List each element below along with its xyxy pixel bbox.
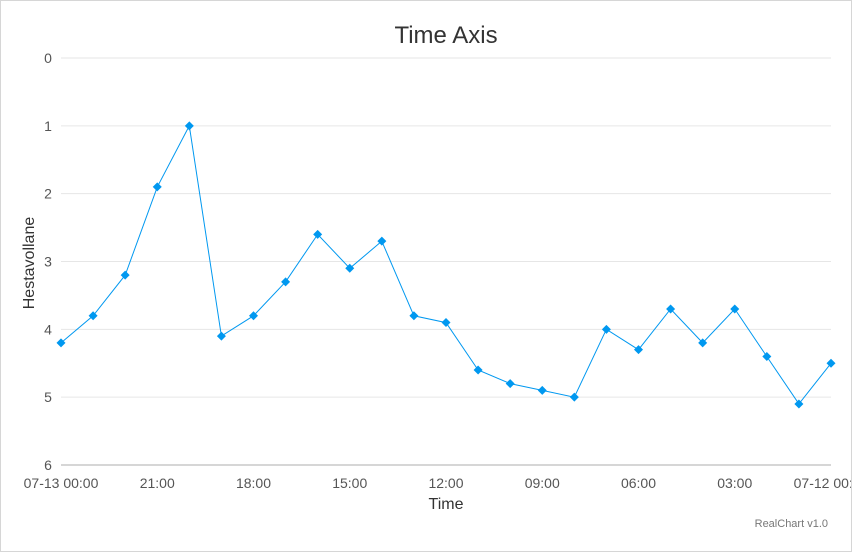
credit-label: RealChart v1.0 — [755, 518, 828, 530]
x-tick-label: 07-12 00:00 — [794, 475, 851, 491]
y-tick-label: 5 — [44, 389, 52, 405]
chart-title: Time Axis — [394, 22, 497, 49]
y-tick-label: 6 — [44, 457, 52, 473]
data-point[interactable] — [216, 331, 226, 341]
data-point[interactable] — [345, 263, 355, 273]
data-point[interactable] — [441, 318, 451, 328]
series-line — [60, 124, 832, 405]
data-point[interactable] — [56, 338, 66, 348]
data-point[interactable] — [666, 304, 676, 314]
data-point[interactable] — [281, 277, 291, 287]
data-point[interactable] — [409, 311, 419, 321]
data-point[interactable] — [120, 270, 130, 280]
data-point[interactable] — [377, 236, 387, 246]
y-axis-ticks: 0 1 2 3 4 5 6 — [44, 50, 52, 473]
x-axis-ticks: 07-13 00:00 21:00 18:00 15:00 12:00 09:00 06:0… — [24, 475, 851, 491]
data-point[interactable] — [698, 338, 708, 348]
y-tick-label: 4 — [44, 321, 52, 337]
data-point[interactable] — [184, 121, 194, 131]
grid-lines — [61, 57, 831, 398]
x-tick-label: 15:00 — [332, 475, 367, 491]
data-point[interactable] — [505, 379, 515, 389]
data-point[interactable] — [762, 351, 772, 361]
y-tick-label: 2 — [44, 186, 52, 202]
data-point[interactable] — [730, 304, 740, 314]
y-tick-label: 0 — [44, 50, 52, 66]
data-point[interactable] — [601, 324, 611, 334]
x-axis-title: Time — [429, 496, 464, 513]
x-tick-label: 18:00 — [236, 475, 271, 491]
x-tick-label: 07-13 00:00 — [24, 475, 99, 491]
y-tick-label: 3 — [44, 254, 52, 270]
x-tick-label: 06:00 — [621, 475, 656, 491]
x-tick-label: 03:00 — [717, 475, 752, 491]
y-tick-label: 1 — [44, 118, 52, 134]
x-tick-label: 09:00 — [525, 475, 560, 491]
data-point[interactable] — [313, 229, 323, 239]
x-tick-label: 21:00 — [140, 475, 175, 491]
data-point[interactable] — [249, 311, 258, 321]
data-point[interactable] — [569, 392, 579, 402]
data-point[interactable] — [634, 345, 643, 355]
series-points — [56, 121, 836, 409]
data-point[interactable] — [537, 385, 547, 395]
x-tick-label: 12:00 — [428, 475, 463, 491]
data-point[interactable] — [794, 399, 804, 409]
data-point[interactable] — [152, 182, 162, 192]
data-point[interactable] — [88, 311, 98, 321]
data-point[interactable] — [826, 358, 836, 368]
data-point[interactable] — [473, 365, 483, 375]
y-axis-title: Hestavollane — [21, 217, 38, 310]
